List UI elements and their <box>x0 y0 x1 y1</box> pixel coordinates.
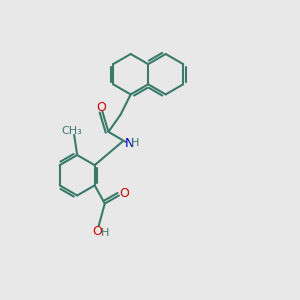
Text: O: O <box>96 100 106 114</box>
Text: H: H <box>101 228 110 238</box>
Text: O: O <box>119 188 129 200</box>
Text: O: O <box>92 225 102 238</box>
Text: CH₃: CH₃ <box>61 126 82 136</box>
Text: N: N <box>124 137 134 150</box>
Text: H: H <box>131 138 139 148</box>
